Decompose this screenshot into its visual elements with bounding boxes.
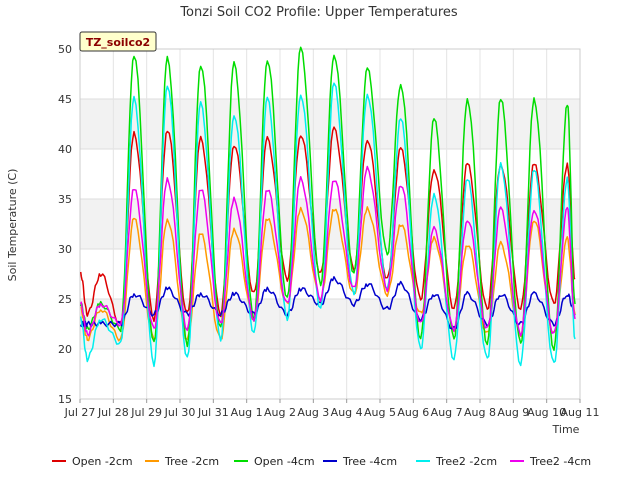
legend-label: Open -2cm (72, 455, 133, 468)
x-tick-label: Aug 9 (497, 406, 529, 419)
y-tick-label: 50 (58, 43, 72, 56)
x-tick-label: Aug 1 (231, 406, 263, 419)
series-line-tree2-2cm (79, 82, 576, 368)
legend-label: Tree -4cm (342, 455, 397, 468)
y-axis: 15 20 25 30 35 40 45 50 (58, 43, 72, 406)
x-tick-label: Aug 8 (464, 406, 496, 419)
series-line-tree2-4cm (79, 165, 576, 337)
legend-label: Tree2 -4cm (529, 455, 591, 468)
legend-item: Tree2 -4cm (510, 455, 591, 468)
x-tick-label: Jul 28 (97, 406, 129, 419)
legend-label: Open -4cm (254, 455, 315, 468)
x-axis-label: Time (552, 423, 580, 436)
y-tick-label: 25 (58, 293, 72, 306)
tag-box: TZ_soilco2 (79, 31, 157, 52)
chart-title: Tonzi Soil CO2 Profile: Upper Temperatur… (179, 5, 458, 20)
y-tick-label: 30 (58, 243, 72, 256)
legend-item: Open -2cm (52, 455, 133, 468)
x-tick-label: Aug 11 (561, 406, 600, 419)
y-tick-label: 20 (58, 343, 72, 356)
y-axis-label: Soil Temperature (C) (6, 169, 19, 282)
y-tick-label: 15 (58, 393, 72, 406)
series-lines (79, 46, 576, 368)
y-tick-label: 35 (58, 193, 72, 206)
x-axis: Jul 27 Jul 28 Jul 29 Jul 30 Jul 31 Aug 1 Aug 2… (64, 399, 600, 419)
x-tick-label: Aug 5 (364, 406, 396, 419)
legend-label: Tree -2cm (164, 455, 219, 468)
y-tick-label: 40 (58, 143, 72, 156)
legend-label: Tree2 -2cm (435, 455, 497, 468)
x-tick-label: Aug 6 (397, 406, 429, 419)
legend: Open -2cm Tree -2cm Open -4cm Tree -4cm Tree… (52, 455, 591, 468)
x-tick-label: Aug 2 (264, 406, 296, 419)
series-line-tree-4cm (79, 276, 576, 330)
tag-label: TZ_soilco2 (86, 36, 150, 49)
x-tick-label: Jul 31 (197, 406, 229, 419)
x-tick-label: Aug 3 (297, 406, 329, 419)
legend-item: Tree -4cm (323, 455, 397, 468)
x-tick-label: Jul 29 (130, 406, 162, 419)
legend-item: Tree2 -2cm (416, 455, 497, 468)
x-tick-label: Aug 10 (527, 406, 566, 419)
x-tick-label: Aug 7 (431, 406, 463, 419)
background-band (80, 299, 580, 349)
legend-item: Open -4cm (234, 455, 315, 468)
plot-frame (79, 48, 581, 400)
legend-item: Tree -2cm (145, 455, 219, 468)
x-tick-label: Aug 4 (331, 406, 363, 419)
x-tick-label: Jul 30 (164, 406, 196, 419)
y-tick-label: 45 (58, 93, 72, 106)
x-tick-label: Jul 27 (64, 406, 96, 419)
